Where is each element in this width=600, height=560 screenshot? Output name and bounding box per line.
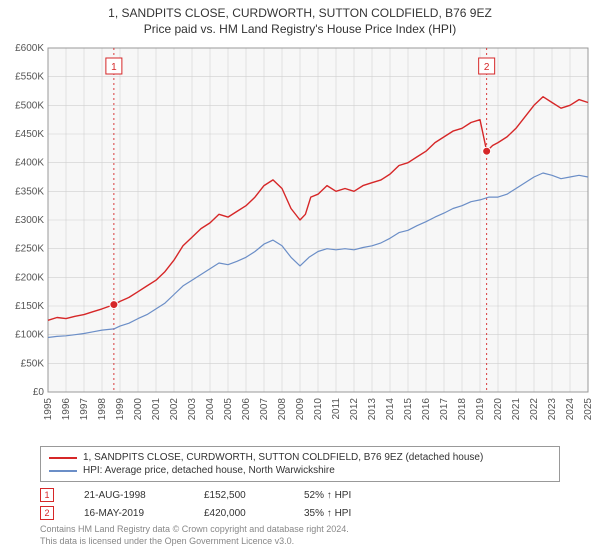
svg-text:2: 2 xyxy=(484,62,490,73)
svg-text:£300K: £300K xyxy=(15,215,44,226)
svg-text:2004: 2004 xyxy=(205,398,216,421)
svg-text:2013: 2013 xyxy=(367,398,378,421)
svg-text:2024: 2024 xyxy=(565,398,576,421)
legend-label-hpi: HPI: Average price, detached house, Nort… xyxy=(83,465,335,476)
svg-text:2021: 2021 xyxy=(511,398,522,421)
legend-label-property: 1, SANDPITS CLOSE, CURDWORTH, SUTTON COL… xyxy=(83,452,483,463)
legend: 1, SANDPITS CLOSE, CURDWORTH, SUTTON COL… xyxy=(40,446,560,482)
svg-text:£200K: £200K xyxy=(15,272,44,283)
svg-text:1: 1 xyxy=(111,62,117,73)
chart-subtitle: Price paid vs. HM Land Registry's House … xyxy=(0,20,600,40)
svg-text:2017: 2017 xyxy=(439,398,450,421)
svg-text:£150K: £150K xyxy=(15,301,44,312)
svg-text:2025: 2025 xyxy=(583,398,594,421)
chart-area: £0 £50K £100K £150K £200K £250K £300K £350K £400… xyxy=(0,40,600,440)
svg-text:2016: 2016 xyxy=(421,398,432,421)
svg-text:1999: 1999 xyxy=(115,398,126,421)
svg-text:2010: 2010 xyxy=(313,398,324,421)
footer-line-2: This data is licensed under the Open Gov… xyxy=(40,536,560,548)
footer: Contains HM Land Registry data © Crown c… xyxy=(40,524,560,547)
svg-text:2014: 2014 xyxy=(385,398,396,421)
svg-text:£50K: £50K xyxy=(21,358,45,369)
svg-text:2007: 2007 xyxy=(259,398,270,421)
svg-text:2000: 2000 xyxy=(133,398,144,421)
transaction-price-2: £420,000 xyxy=(204,508,274,519)
svg-text:£550K: £550K xyxy=(15,72,44,83)
transaction-hpi-1: 52% ↑ HPI xyxy=(304,490,351,501)
svg-text:£600K: £600K xyxy=(15,43,44,54)
svg-text:2002: 2002 xyxy=(169,398,180,421)
legend-row-hpi: HPI: Average price, detached house, Nort… xyxy=(49,464,551,477)
chart-container: 1, SANDPITS CLOSE, CURDWORTH, SUTTON COL… xyxy=(0,0,600,560)
chart-title: 1, SANDPITS CLOSE, CURDWORTH, SUTTON COL… xyxy=(0,0,600,20)
legend-swatch-property xyxy=(49,457,77,459)
svg-text:2012: 2012 xyxy=(349,398,360,421)
marker-box-1: 1 xyxy=(40,488,54,502)
svg-text:£100K: £100K xyxy=(15,330,44,341)
svg-text:2011: 2011 xyxy=(331,398,342,420)
svg-text:£350K: £350K xyxy=(15,186,44,197)
svg-text:1995: 1995 xyxy=(43,398,54,421)
svg-text:2008: 2008 xyxy=(277,398,288,421)
svg-text:2023: 2023 xyxy=(547,398,558,421)
chart-svg: £0 £50K £100K £150K £200K £250K £300K £350K £400… xyxy=(0,40,600,440)
svg-text:2006: 2006 xyxy=(241,398,252,421)
svg-text:2005: 2005 xyxy=(223,398,234,421)
svg-text:2009: 2009 xyxy=(295,398,306,421)
svg-text:£400K: £400K xyxy=(15,158,44,169)
svg-text:1997: 1997 xyxy=(79,398,90,421)
transaction-row-2: 2 16-MAY-2019 £420,000 35% ↑ HPI xyxy=(40,504,560,522)
transaction-date-1: 21-AUG-1998 xyxy=(84,490,174,501)
svg-text:1998: 1998 xyxy=(97,398,108,421)
marker-box-2: 2 xyxy=(40,506,54,520)
svg-text:2015: 2015 xyxy=(403,398,414,421)
svg-text:1996: 1996 xyxy=(61,398,72,421)
svg-text:£450K: £450K xyxy=(15,129,44,140)
transaction-table: 1 21-AUG-1998 £152,500 52% ↑ HPI 2 16-MA… xyxy=(40,486,560,522)
svg-text:2003: 2003 xyxy=(187,398,198,421)
svg-text:£0: £0 xyxy=(33,387,45,398)
svg-text:2001: 2001 xyxy=(151,398,162,421)
transaction-price-1: £152,500 xyxy=(204,490,274,501)
legend-row-property: 1, SANDPITS CLOSE, CURDWORTH, SUTTON COL… xyxy=(49,451,551,464)
svg-text:£500K: £500K xyxy=(15,100,44,111)
transaction-row-1: 1 21-AUG-1998 £152,500 52% ↑ HPI xyxy=(40,486,560,504)
legend-swatch-hpi xyxy=(49,470,77,472)
footer-line-1: Contains HM Land Registry data © Crown c… xyxy=(40,524,560,536)
svg-text:2020: 2020 xyxy=(493,398,504,421)
transaction-date-2: 16-MAY-2019 xyxy=(84,508,174,519)
svg-text:£250K: £250K xyxy=(15,244,44,255)
svg-text:2022: 2022 xyxy=(529,398,540,421)
transaction-hpi-2: 35% ↑ HPI xyxy=(304,508,351,519)
svg-text:2018: 2018 xyxy=(457,398,468,421)
svg-text:2019: 2019 xyxy=(475,398,486,421)
